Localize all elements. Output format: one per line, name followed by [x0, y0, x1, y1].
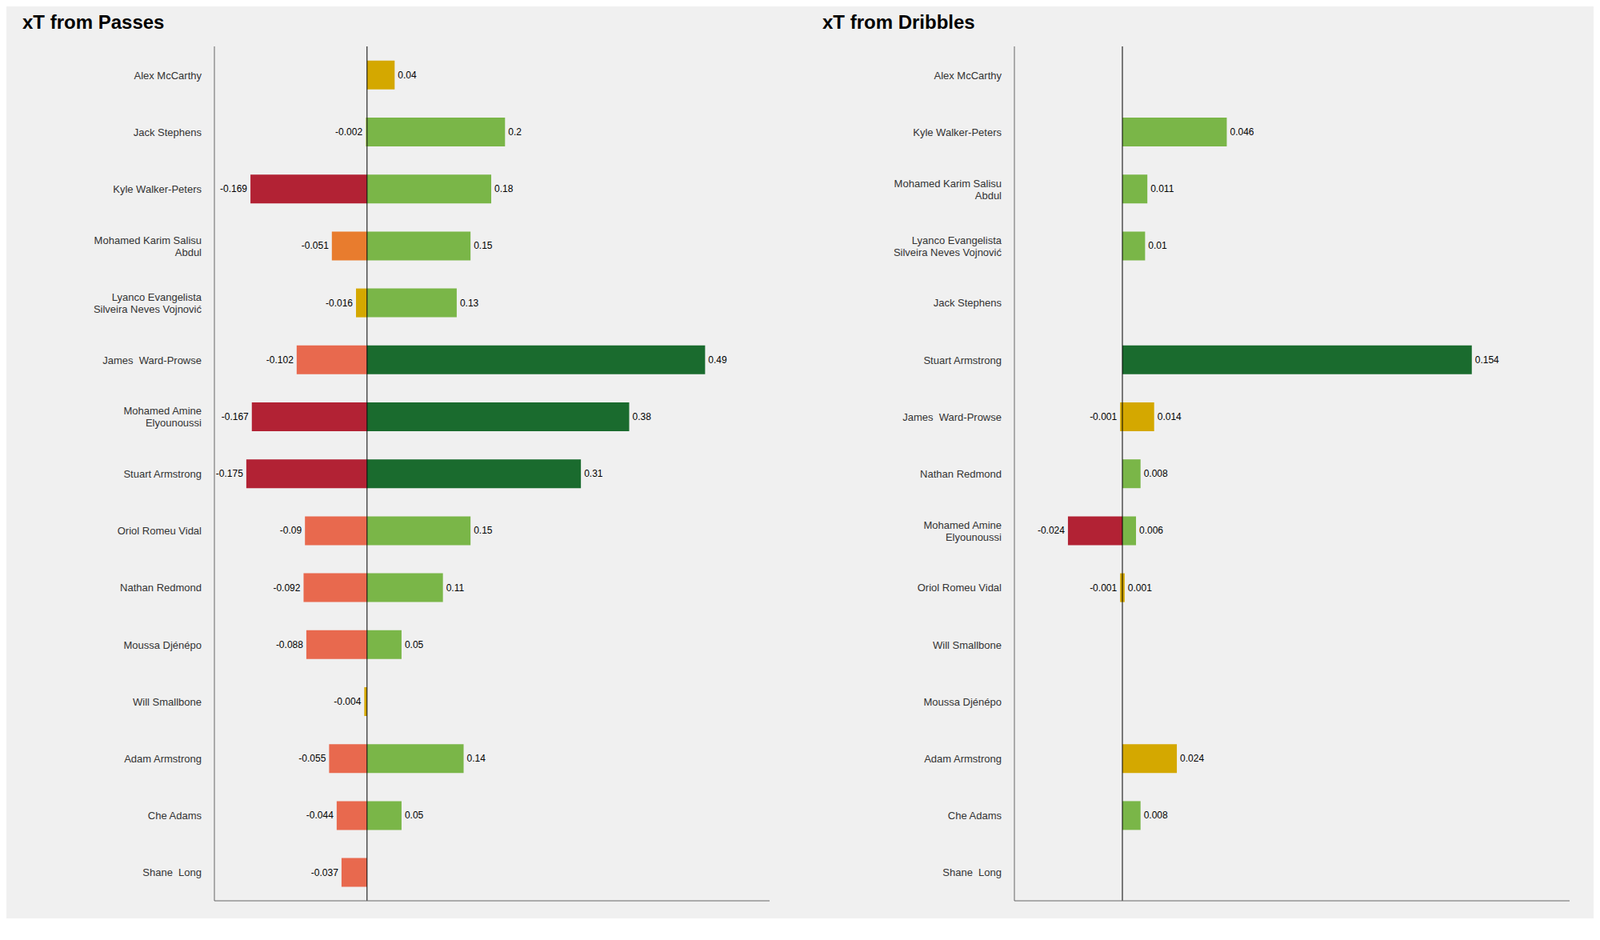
svg-text:-0.016: -0.016	[325, 297, 353, 309]
svg-text:0.001: 0.001	[1128, 582, 1152, 594]
svg-text:-0.167: -0.167	[221, 411, 249, 423]
svg-text:-0.102: -0.102	[266, 354, 294, 366]
svg-text:Mohamed AmineElyounoussi: Mohamed AmineElyounoussi	[123, 404, 202, 429]
svg-text:Stuart Armstrong: Stuart Armstrong	[923, 353, 1002, 366]
svg-text:-0.004: -0.004	[333, 696, 361, 708]
svg-text:0.15: 0.15	[473, 524, 493, 536]
svg-text:Che Adams: Che Adams	[148, 809, 203, 822]
svg-text:-0.175: -0.175	[216, 468, 244, 480]
svg-text:-0.002: -0.002	[335, 126, 363, 138]
svg-text:Shane Long: Shane Long	[942, 866, 1002, 879]
svg-text:0.008: 0.008	[1144, 809, 1168, 821]
svg-text:0.01: 0.01	[1148, 240, 1168, 252]
svg-text:0.11: 0.11	[446, 582, 465, 594]
svg-text:0.008: 0.008	[1144, 468, 1168, 480]
svg-text:0.18: 0.18	[494, 183, 514, 195]
svg-text:Kyle Walker-Peters: Kyle Walker-Peters	[912, 125, 1002, 138]
svg-text:0.38: 0.38	[632, 411, 652, 423]
svg-text:Mohamed AmineElyounoussi: Mohamed AmineElyounoussi	[923, 518, 1002, 543]
svg-text:Will Smallbone: Will Smallbone	[132, 695, 202, 708]
svg-text:0.49: 0.49	[708, 354, 728, 366]
svg-text:0.014: 0.014	[1157, 411, 1182, 423]
svg-text:Mohamed Karim SalisuAbdul: Mohamed Karim SalisuAbdul	[94, 233, 203, 258]
svg-text:Oriol Romeu Vidal: Oriol Romeu Vidal	[917, 581, 1002, 594]
svg-text:0.14: 0.14	[467, 752, 487, 764]
svg-text:Moussa Djénépo: Moussa Djénépo	[123, 638, 202, 651]
svg-text:Kyle Walker-Peters: Kyle Walker-Peters	[112, 183, 202, 196]
svg-text:-0.037: -0.037	[311, 867, 339, 879]
svg-text:-0.001: -0.001	[1089, 411, 1117, 423]
svg-text:Lyanco EvangelistaSilveira Nev: Lyanco EvangelistaSilveira Neves Vojnovi…	[893, 233, 1003, 258]
svg-text:-0.024: -0.024	[1037, 524, 1065, 536]
svg-text:Che Adams: Che Adams	[948, 809, 1003, 822]
svg-text:0.04: 0.04	[397, 69, 417, 81]
svg-text:Shane Long: Shane Long	[142, 866, 202, 879]
svg-text:0.006: 0.006	[1139, 524, 1164, 536]
svg-text:Alex McCarthy: Alex McCarthy	[933, 68, 1002, 81]
svg-text:Adam Armstrong: Adam Armstrong	[124, 752, 202, 765]
svg-text:0.13: 0.13	[460, 297, 480, 309]
svg-text:-0.09: -0.09	[280, 524, 303, 536]
svg-text:Nathan Redmond: Nathan Redmond	[920, 468, 1002, 480]
svg-text:Mohamed Karim SalisuAbdul: Mohamed Karim SalisuAbdul	[894, 176, 1003, 201]
svg-text:Stuart Armstrong: Stuart Armstrong	[123, 468, 202, 480]
svg-text:-0.169: -0.169	[220, 183, 248, 195]
svg-text:0.154: 0.154	[1475, 354, 1500, 366]
svg-text:0.046: 0.046	[1229, 126, 1254, 138]
svg-text:Nathan Redmond: Nathan Redmond	[120, 581, 202, 594]
svg-text:-0.044: -0.044	[306, 809, 334, 821]
svg-text:-0.001: -0.001	[1089, 582, 1117, 594]
svg-text:0.05: 0.05	[404, 639, 424, 651]
svg-text:0.05: 0.05	[404, 809, 424, 821]
html-text:xT from Dribbles: xT from Dribbles	[822, 11, 975, 33]
svg-text:Oriol Romeu Vidal: Oriol Romeu Vidal	[117, 524, 202, 537]
svg-text:0.024: 0.024	[1180, 752, 1204, 764]
html-text:xT from Passes: xT from Passes	[22, 11, 165, 33]
svg-text:-0.092: -0.092	[272, 582, 300, 594]
svg-text:Jack Stephens: Jack Stephens	[933, 296, 1003, 309]
svg-text:Alex McCarthy: Alex McCarthy	[133, 68, 202, 81]
svg-text:Moussa Djénépo: Moussa Djénépo	[923, 695, 1002, 708]
svg-text:0.011: 0.011	[1150, 183, 1174, 195]
svg-text:-0.088: -0.088	[276, 639, 304, 651]
svg-text:-0.055: -0.055	[298, 752, 326, 764]
svg-text:Adam Armstrong: Adam Armstrong	[924, 752, 1002, 765]
svg-text:0.15: 0.15	[473, 240, 493, 252]
svg-text:Will Smallbone: Will Smallbone	[932, 638, 1002, 651]
svg-text:Jack Stephens: Jack Stephens	[133, 125, 203, 138]
svg-text:James Ward-Prowse: James Ward-Prowse	[902, 410, 1002, 423]
svg-text:Lyanco EvangelistaSilveira Nev: Lyanco EvangelistaSilveira Neves Vojnovi…	[93, 290, 203, 315]
svg-text:James Ward-Prowse: James Ward-Prowse	[102, 353, 202, 366]
svg-text:0.31: 0.31	[584, 468, 604, 480]
svg-text:-0.051: -0.051	[301, 240, 329, 252]
svg-text:0.2: 0.2	[508, 126, 522, 138]
